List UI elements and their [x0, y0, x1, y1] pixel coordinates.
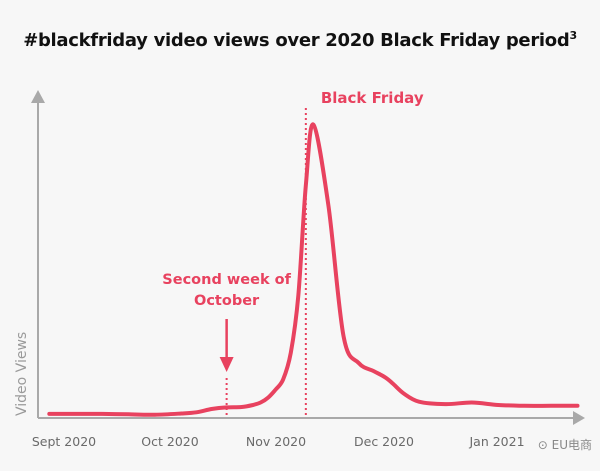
x-tick-label: Sept 2020	[32, 434, 96, 449]
annotation-label: Black Friday	[321, 89, 424, 107]
x-axis-arrow	[573, 411, 585, 425]
annotation-arrow-head	[219, 357, 234, 372]
chart-title-superscript: 3	[569, 29, 577, 42]
y-axis-label: Video Views	[14, 332, 30, 416]
chart-title: #blackfriday video views over 2020 Black…	[0, 29, 600, 51]
x-tick-label: Nov 2020	[246, 434, 306, 449]
series-group	[47, 122, 580, 417]
annotation-label: October	[194, 293, 260, 309]
x-tick-label: Dec 2020	[354, 434, 414, 449]
annotations: Black Friday Second week of October	[162, 89, 424, 418]
watermark: ⊙ EU电商	[537, 438, 592, 452]
x-ticks: Sept 2020 Oct 2020 Nov 2020 Dec 2020 Jan 202…	[32, 434, 525, 449]
x-tick-label: Jan 2021	[468, 434, 524, 449]
y-axis-arrow	[31, 90, 45, 103]
chart-title-text: #blackfriday video views over 2020 Black…	[23, 30, 570, 51]
series-line	[47, 122, 580, 417]
x-tick-label: Oct 2020	[141, 434, 198, 449]
annotation-label: Second week of	[162, 272, 291, 288]
axes: Video Views	[14, 90, 585, 425]
